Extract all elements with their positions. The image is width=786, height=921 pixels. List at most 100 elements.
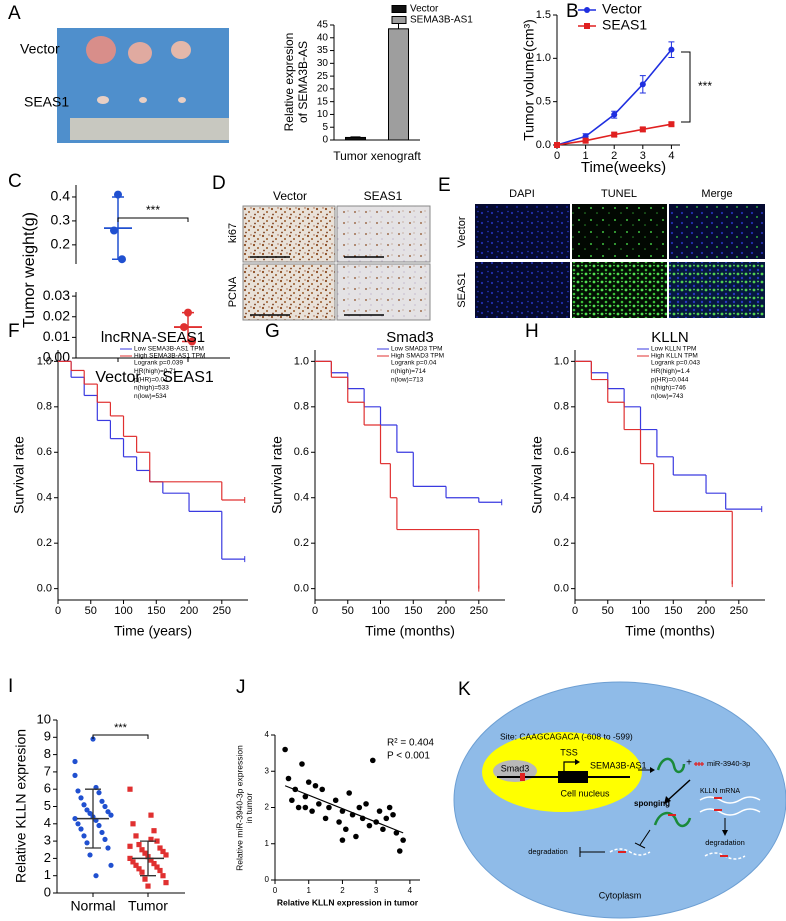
data-point [302,804,309,811]
x-tick-label: 250 [730,605,748,617]
y-tick-label: 1 [265,839,270,848]
y-axis-label: Survival rate [529,436,545,514]
data-point [639,81,646,88]
data-point [668,121,675,128]
x-axis-label: Relative KLLN expression in tumor [277,897,419,907]
x-tick-label: 0 [273,886,278,895]
y-tick-label: 1.5 [536,9,551,21]
panel-label: B [566,1,579,22]
data-point [316,801,322,807]
y-tick-label: 7 [44,763,51,778]
tumor [178,97,186,103]
y-tick-label: 3 [265,766,270,775]
panel-label: J [236,677,246,698]
gene-body [558,771,588,783]
data-point [87,852,93,858]
data-point [108,812,114,818]
stat-label: Logrank p=0.043 [651,360,700,367]
arrowhead [664,796,671,804]
panel-label: K [458,679,471,700]
bar [345,136,366,141]
y-axis-label: Survival rate [269,436,285,514]
legend-label: High SEMA3B-AS1 TPM [134,353,205,360]
data-point [142,850,148,856]
row-label: SEAS1 [456,272,468,307]
data-point [136,866,142,872]
data-point [383,815,390,822]
x-tick-label: 1 [583,150,589,162]
x-axis-label: Time (years) [114,623,192,639]
data-point [81,833,87,839]
x-tick-label: 100 [371,605,389,617]
y-tick-label: 0.4 [294,492,309,504]
y-tick-label: 4 [44,815,51,830]
data-point [611,131,618,138]
y-tick-label: 8 [44,746,51,761]
data-point [396,848,403,854]
panel-label: C [8,171,22,192]
error-bar [350,136,361,138]
bar [388,28,409,141]
data-point [332,797,339,804]
data-point [312,782,319,789]
data-point [142,876,148,882]
data-point [154,838,160,844]
data-point [363,801,369,807]
data-point [118,255,126,264]
legend-label: Low KLLN TPM [651,346,696,353]
arrow [667,779,691,801]
data-point [299,761,305,767]
y-tick-label: 45 [317,20,329,31]
y-tick-label: 0 [44,884,51,899]
data-point [326,804,332,811]
tumor [86,36,116,64]
data-point [108,862,114,868]
data-point [154,864,160,870]
legend-label: Vector [410,4,439,15]
y-tick-label: 0.0 [37,583,52,595]
data-point [130,859,136,865]
y-tick-label: 0 [265,875,270,884]
row-label: Vector [20,41,60,57]
degradation-label: degradation [705,838,745,847]
tss-arrow [563,761,578,771]
data-point [157,845,163,851]
legend-label: Vector [602,1,642,17]
fluorescence-image [572,262,667,318]
mirna-icon [694,762,704,766]
data-point [102,803,108,810]
data-point [127,843,133,849]
ihc-image [336,263,431,321]
data-point [72,816,78,822]
data-point [148,836,154,842]
data-point [114,190,122,199]
data-point [353,833,359,840]
data-point [336,819,342,825]
x-axis-label: Time(weeks) [581,159,666,176]
data-point [302,793,309,800]
tumor-photo [57,28,229,143]
x-axis-label: Time (months) [625,623,715,639]
x-axis-label: Tumor xenograft [333,149,421,163]
data-point [87,810,93,817]
data-point [72,772,78,778]
y-tick-label: 0 [322,135,328,146]
stat-label: p(HR)=0.044 [651,376,689,383]
data-point [668,46,675,53]
degradation-label: degradation [528,847,568,856]
data-point [343,826,349,833]
data-point [105,809,111,815]
x-tick-label: 3 [374,886,379,895]
legend-label: Low SMAD3 TPM [391,346,443,353]
x-tick-label: 150 [664,605,682,617]
stat-label: R² = 0.404 [387,738,434,749]
arrowhead [575,759,580,765]
y-tick-label: 0.02 [43,307,70,323]
mirna-label: miR-3940-3p [707,759,750,768]
lncrna [653,811,692,828]
data-point [133,862,139,868]
legend-label: High SMAD3 TPM [391,353,444,360]
panel-label: G [265,321,280,342]
y-tick-label: 9 [44,729,51,744]
stat-label: HR(high)=0.71 [134,368,177,375]
